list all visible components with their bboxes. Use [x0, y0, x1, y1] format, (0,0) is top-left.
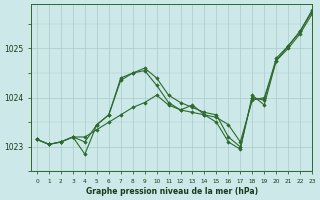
X-axis label: Graphe pression niveau de la mer (hPa): Graphe pression niveau de la mer (hPa): [85, 187, 258, 196]
